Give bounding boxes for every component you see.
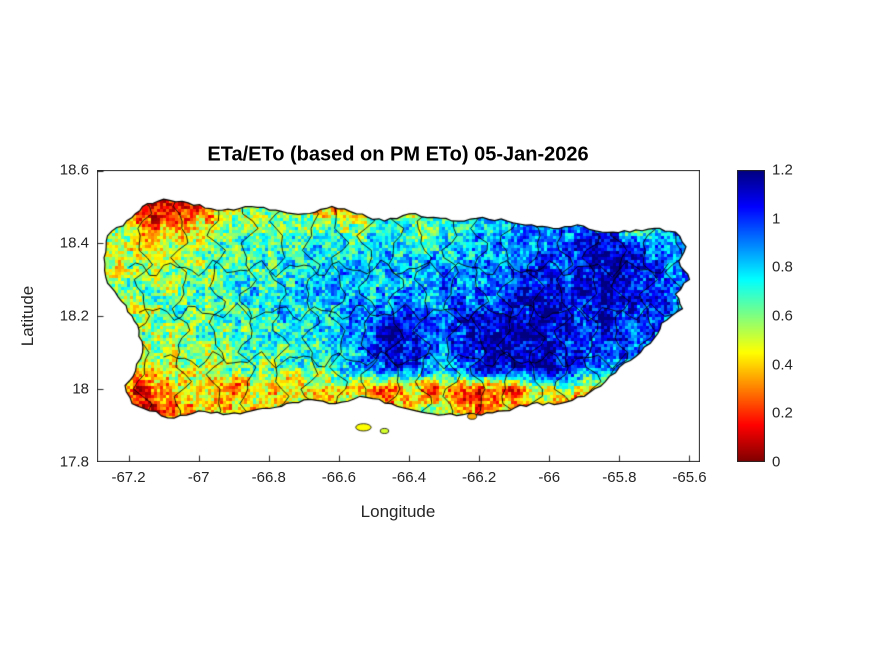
y-tick-label: 18.4 xyxy=(59,234,89,252)
colorbar-canvas xyxy=(737,170,765,462)
y-axis-label: Latitude xyxy=(18,285,37,347)
colorbar-tick-label: 0.2 xyxy=(772,404,793,422)
colorbar-tick-label: 0.6 xyxy=(772,307,793,325)
x-tick-label: -66.8 xyxy=(251,469,286,486)
colorbar-tick-label: 0.4 xyxy=(772,356,793,374)
y-tick-label: 18.6 xyxy=(59,161,89,179)
x-tick-label: -67.2 xyxy=(111,469,146,486)
chart-title: ETa/ETo (based on PM ETo) 05-Jan-2026 xyxy=(207,143,589,166)
x-axis-label: Longitude xyxy=(360,502,436,521)
colorbar-tick-label: 1.2 xyxy=(772,161,793,179)
x-tick-label: -66.6 xyxy=(321,469,356,486)
y-tick-label: 18 xyxy=(72,380,89,398)
x-tick-label: -65.6 xyxy=(672,469,707,486)
x-tick-label: -66 xyxy=(538,469,561,486)
x-tick-label: -66.4 xyxy=(391,469,427,486)
colorbar-tick-label: 0.8 xyxy=(772,258,793,276)
x-tick-label: -67 xyxy=(187,469,210,486)
map-canvas xyxy=(97,170,700,462)
y-tick-label: 17.8 xyxy=(59,453,89,471)
y-tick-label: 18.2 xyxy=(59,307,89,325)
colorbar: 0 0.2 0.4 0.6 0.8 1 1.2 xyxy=(737,162,793,471)
colorbar-tick-label: 1 xyxy=(772,210,781,228)
plot-area: -67.2 -67 -66.8 -66.6 -66.4 -66.2 -66 -65.8 -65.… xyxy=(60,162,707,487)
x-tick-label: -66.2 xyxy=(462,469,497,486)
x-tick-label: -65.8 xyxy=(602,469,637,486)
colorbar-tick-label: 0 xyxy=(772,453,781,471)
